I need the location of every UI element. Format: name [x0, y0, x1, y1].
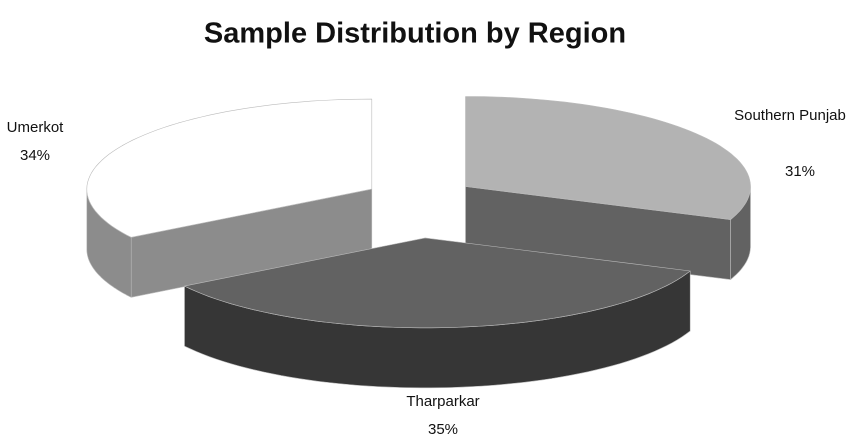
slice [184, 237, 691, 329]
value-label: 34% [20, 147, 50, 164]
slice [86, 98, 373, 238]
chart-title: Sample Distribution by Region [204, 18, 626, 50]
slice-label: Umerkot [7, 119, 65, 136]
slice [465, 96, 751, 220]
slice-label: Tharparkar [406, 393, 479, 410]
slice-label: Southern Punjab [734, 107, 846, 124]
value-label: 31% [785, 163, 815, 180]
value-label: 35% [428, 421, 458, 434]
